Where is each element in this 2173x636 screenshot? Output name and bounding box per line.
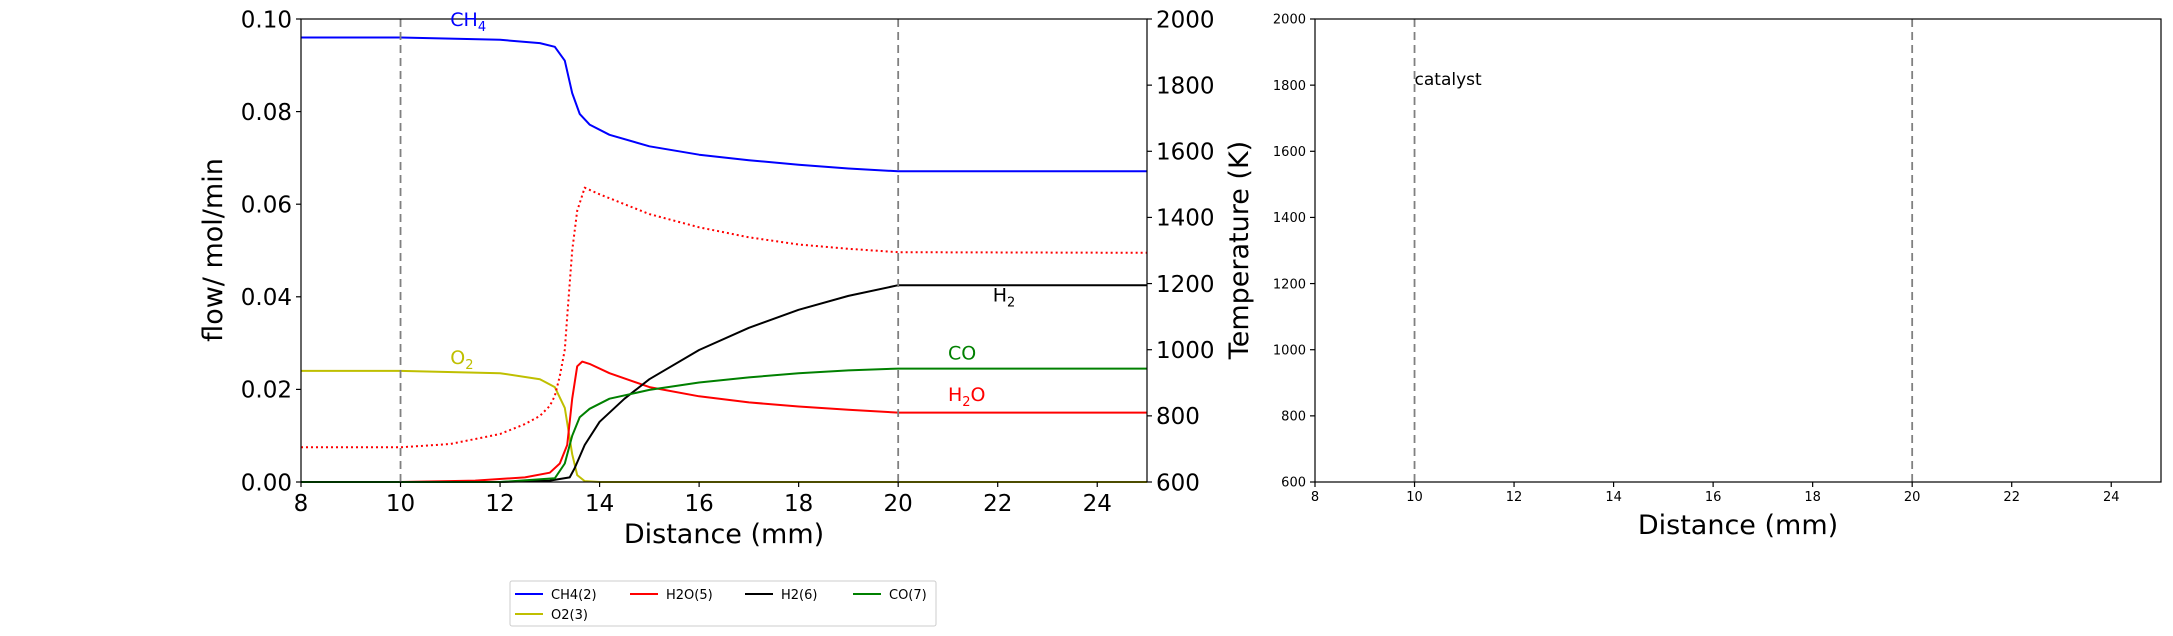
y-tick-label: 1200 — [1273, 277, 1306, 292]
annotation-o2: O2 — [450, 347, 473, 373]
x-tick-label: 14 — [1605, 490, 1622, 505]
temperature-y-axis-label: Temperature (K) — [1224, 141, 1255, 360]
x-tick-label: 10 — [386, 491, 415, 517]
x-tick-label: 20 — [1904, 490, 1921, 505]
y-tick-label: 2000 — [1273, 13, 1306, 28]
x-tick-label: 24 — [1083, 491, 1112, 517]
temperature-y-ticks: 600 800 1000 1200 1400 1600 1800 2000 — [1147, 7, 1215, 496]
species-annotations: CH4 O2 H2 CO H2O — [450, 9, 1015, 410]
y-tick-label: 0.04 — [241, 285, 292, 311]
legend-frame — [509, 580, 937, 627]
y-tick-label: 0.10 — [241, 7, 292, 33]
temperature-chart: 8 10 12 14 16 18 20 22 24 600 800 1000 1200 1400 1600… — [1273, 13, 2162, 541]
y-tick-label: 1000 — [1273, 343, 1306, 358]
flow-series-lines — [301, 36, 1148, 483]
x-tick-label: 22 — [983, 491, 1012, 517]
annotation-ch4: CH4 — [450, 9, 486, 35]
y-tick-label: 600 — [1281, 476, 1306, 491]
annotation-co: CO — [948, 342, 976, 364]
flow-y-axis-label: flow/ mol/min — [198, 158, 229, 342]
y2-tick-label: 1000 — [1156, 338, 1215, 364]
y2-tick-label: 1800 — [1156, 73, 1215, 99]
x-tick-label: 10 — [1406, 490, 1423, 505]
series-line-ch4-2 — [301, 36, 1147, 173]
y2-tick-label: 1200 — [1156, 272, 1215, 298]
x-tick-label: 12 — [1506, 490, 1523, 505]
legend-label-ch4-2: CH4(2) — [551, 588, 597, 603]
x-tick-label: 8 — [1311, 490, 1319, 505]
series-line-h2o-5 — [301, 360, 1147, 483]
series-line-h2-6 — [301, 284, 1147, 483]
flow-plot-frame — [300, 18, 1148, 483]
x-tick-label: 18 — [784, 491, 813, 517]
y2-tick-label: 1600 — [1156, 140, 1215, 166]
catalyst-annotation: catalyst — [1415, 70, 1482, 90]
flow-x-ticks: 8 10 12 14 16 18 20 22 24 — [294, 482, 1112, 517]
annotation-catalyst: catalyst — [1415, 70, 1482, 90]
y2-tick-label: 2000 — [1156, 7, 1215, 33]
temperature-chart-x-ticks: 8 10 12 14 16 18 20 22 24 — [1311, 482, 2120, 505]
x-tick-label: 8 — [294, 491, 309, 517]
y2-tick-label: 600 — [1156, 470, 1200, 496]
y2-tick-label: 800 — [1156, 404, 1200, 430]
x-tick-label: 14 — [585, 491, 614, 517]
y-tick-label: 0.00 — [241, 470, 292, 496]
series-line-co-7 — [301, 367, 1147, 483]
temperature-chart-x-axis-label: Distance (mm) — [1638, 510, 1838, 541]
legend-label-h2o-5: H2O(5) — [666, 588, 713, 603]
y2-tick-label: 1400 — [1156, 206, 1215, 232]
x-tick-label: 24 — [2103, 490, 2120, 505]
y-tick-label: 0.06 — [241, 192, 292, 218]
x-tick-label: 22 — [2003, 490, 2020, 505]
flow-y-ticks: 0.00 0.02 0.04 0.06 0.08 0.10 — [241, 7, 301, 496]
y-tick-label: 1600 — [1273, 145, 1306, 160]
x-tick-label: 12 — [485, 491, 514, 517]
annotation-h2: H2 — [993, 284, 1016, 310]
x-tick-label: 16 — [1705, 490, 1722, 505]
temperature-plot-frame — [1314, 18, 2162, 483]
legend-items: CH4(2) H2O(5) H2(6) CO(7) O2(3) — [515, 588, 927, 623]
y-tick-label: 0.08 — [241, 100, 292, 126]
flow-x-axis-label: Distance (mm) — [624, 519, 824, 550]
annotation-h2o: H2O — [948, 384, 986, 410]
temperature-chart-y-ticks: 600 800 1000 1200 1400 1600 1800 2000 — [1273, 13, 1315, 491]
legend-label-h2-6: H2(6) — [781, 588, 817, 603]
y-tick-label: 1400 — [1273, 211, 1306, 226]
x-tick-label: 16 — [684, 491, 713, 517]
legend-label-o2-3: O2(3) — [551, 608, 588, 623]
y-tick-label: 1800 — [1273, 79, 1306, 94]
legend-label-co-7: CO(7) — [889, 588, 927, 603]
flow-chart: 8 10 12 14 16 18 20 22 24 0.000.020.040.060.080.… — [198, 7, 1255, 550]
y-tick-label: 800 — [1281, 410, 1306, 425]
x-tick-label: 18 — [1804, 490, 1821, 505]
legend: CH4(2) H2O(5) H2(6) CO(7) O2(3) — [509, 580, 937, 627]
y-tick-label: 0.02 — [241, 378, 292, 404]
x-tick-label: 20 — [884, 491, 913, 517]
